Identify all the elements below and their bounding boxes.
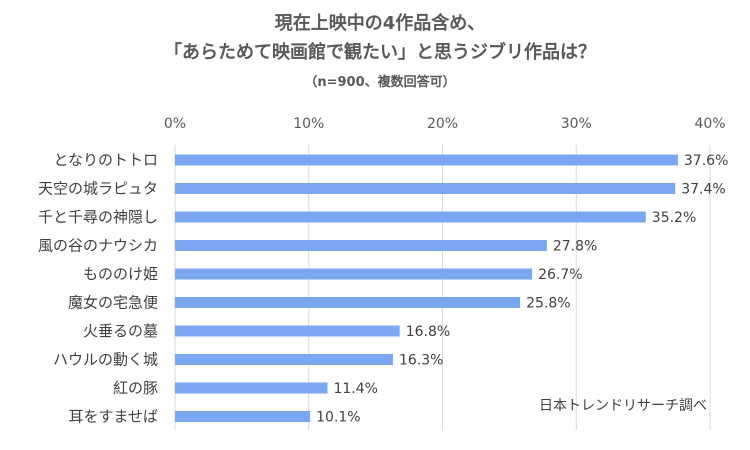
bar [175, 183, 676, 194]
category-label: もののけ姫 [83, 265, 158, 283]
data-label: 11.4% [333, 381, 377, 397]
x-tick-label: 20% [427, 116, 458, 132]
category-label: 火垂るの墓 [83, 322, 158, 340]
category-label: 紅の豚 [113, 379, 158, 397]
data-label: 16.3% [399, 353, 443, 369]
category-label: 耳をすませば [68, 408, 158, 426]
data-label: 16.8% [406, 324, 450, 340]
category-label: となりのトトロ [53, 151, 158, 169]
bar [175, 154, 678, 166]
category-labels: となりのトトロ天空の城ラピュタ千と千尋の神隠し風の谷のナウシカもののけ姫魔女の宅… [38, 151, 158, 426]
bar [175, 297, 521, 308]
chart-title-line1: 現在上映中の4作品含め、 [275, 12, 486, 34]
data-label: 27.8% [553, 239, 597, 255]
bar [175, 211, 646, 223]
bar [175, 325, 400, 337]
category-label: 天空の城ラピュタ [38, 180, 158, 198]
data-label: 37.4% [681, 182, 725, 198]
x-tick-label: 40% [694, 116, 725, 132]
category-label: 風の谷のナウシカ [38, 237, 158, 255]
bar [175, 411, 311, 422]
bar [175, 240, 547, 251]
x-tick-label: 10% [293, 116, 324, 132]
category-label: ハウルの動く城 [53, 351, 158, 369]
data-label: 35.2% [652, 210, 696, 226]
bar [175, 354, 394, 365]
category-label: 魔女の宅急便 [68, 294, 158, 312]
category-label: 千と千尋の神隠し [38, 208, 158, 226]
data-label: 25.8% [526, 296, 570, 312]
x-axis-ticks: 0% 10% 20% 30% 40% [164, 116, 726, 132]
data-label: 37.6% [684, 153, 728, 169]
chart-subtitle: （n=900、複数回答可） [304, 74, 455, 90]
bars [175, 154, 678, 422]
data-label: 26.7% [538, 267, 582, 283]
source-note: 日本トレンドリサーチ調べ [539, 398, 707, 414]
value-labels: 37.6% 37.4% 35.2% 27.8% 26.7% 25.8% 16.8% 16.3%… [316, 153, 728, 426]
x-tick-label: 30% [561, 116, 592, 132]
data-label: 10.1% [316, 410, 360, 426]
bar [175, 268, 533, 280]
chart-title-line2: 「あらためて映画館で観たい」と思うジブリ作品は？ [164, 41, 596, 63]
x-tick-label: 0% [164, 116, 186, 132]
bar [175, 382, 328, 394]
